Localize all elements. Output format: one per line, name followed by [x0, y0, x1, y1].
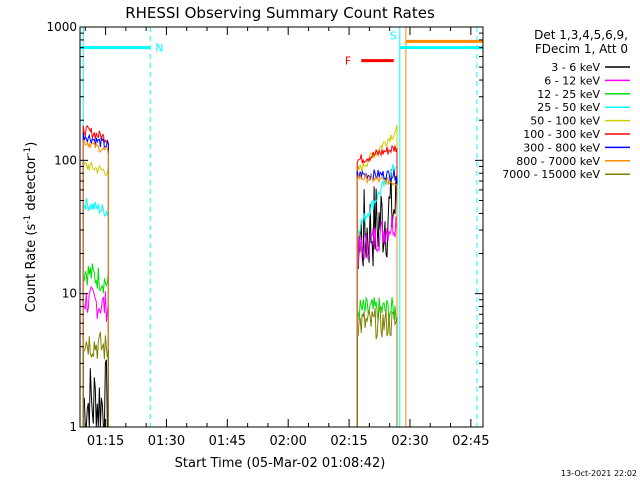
- x-tick-label: 02:15: [330, 434, 367, 449]
- x-tick-label: 01:45: [209, 434, 246, 449]
- legend-header-1: Det 1,3,4,5,6,9,: [534, 28, 628, 42]
- y-tick-label: 100: [54, 153, 77, 167]
- y-axis-label-part-1: Count Rate (s: [24, 224, 39, 313]
- legend-label: 12 - 25 keV: [537, 88, 600, 101]
- series-line: [356, 145, 398, 427]
- y-tick-label: 10: [62, 287, 77, 301]
- series-line: [356, 307, 398, 427]
- series-line: [356, 163, 398, 427]
- plot-frame: [79, 26, 484, 428]
- flag-label: F: [345, 55, 351, 68]
- legend-label: 300 - 800 keV: [523, 141, 600, 154]
- timestamp: 13-Oct-2021 22:02: [561, 469, 637, 478]
- series-line: [82, 285, 109, 427]
- series-line: [82, 139, 109, 427]
- y-axis-label-sup-1: -1: [23, 215, 33, 224]
- axis-ticks: 1 10 100 1000 01:15 01:30 01:45 02:00 02:15 02:30…: [46, 20, 489, 449]
- legend-label: 7000 - 15000 keV: [502, 168, 600, 181]
- series-line: [356, 173, 398, 427]
- x-tick-label: 02:30: [391, 434, 428, 449]
- y-tick-label: 1000: [46, 20, 77, 34]
- plot-area: N S F: [80, 27, 483, 428]
- x-tick-label: 01:30: [148, 434, 185, 449]
- x-axis-label: Start Time (05-Mar-02 01:08:42): [175, 456, 386, 471]
- series-line: [356, 169, 398, 427]
- series-line: [82, 197, 109, 427]
- series-line: [82, 359, 109, 428]
- legend-label: 100 - 300 keV: [523, 128, 600, 141]
- series-line: [82, 160, 109, 427]
- series-line: [82, 132, 109, 427]
- series-line: [356, 295, 398, 427]
- flag-label: S: [390, 30, 397, 43]
- flag-label: N: [155, 42, 163, 55]
- x-tick-label: 02:45: [452, 434, 489, 449]
- x-tick-label: 02:00: [269, 434, 306, 449]
- legend-header-2: FDecim 1, Att 0: [535, 42, 628, 56]
- y-tick-label: 1: [69, 420, 77, 434]
- y-axis-label-part-2: detector: [24, 155, 39, 215]
- series-line: [82, 263, 109, 427]
- y-axis-label-part-3: ): [24, 142, 39, 147]
- legend-label: 6 - 12 keV: [544, 74, 600, 87]
- y-axis-label: Count Rate (s-1 detector-1): [23, 142, 39, 313]
- series-line: [356, 214, 398, 427]
- legend-label: 25 - 50 keV: [537, 101, 600, 114]
- series-line: [82, 331, 109, 427]
- series-line: [82, 124, 109, 427]
- legend-label: 50 - 100 keV: [530, 115, 600, 128]
- legend-label: 3 - 6 keV: [551, 61, 600, 74]
- y-axis-label-sup-2: -1: [23, 147, 33, 156]
- chart-title: RHESSI Observing Summary Count Rates: [125, 4, 435, 22]
- x-tick-label: 01:15: [87, 434, 124, 449]
- legend-label: 800 - 7000 keV: [516, 155, 600, 168]
